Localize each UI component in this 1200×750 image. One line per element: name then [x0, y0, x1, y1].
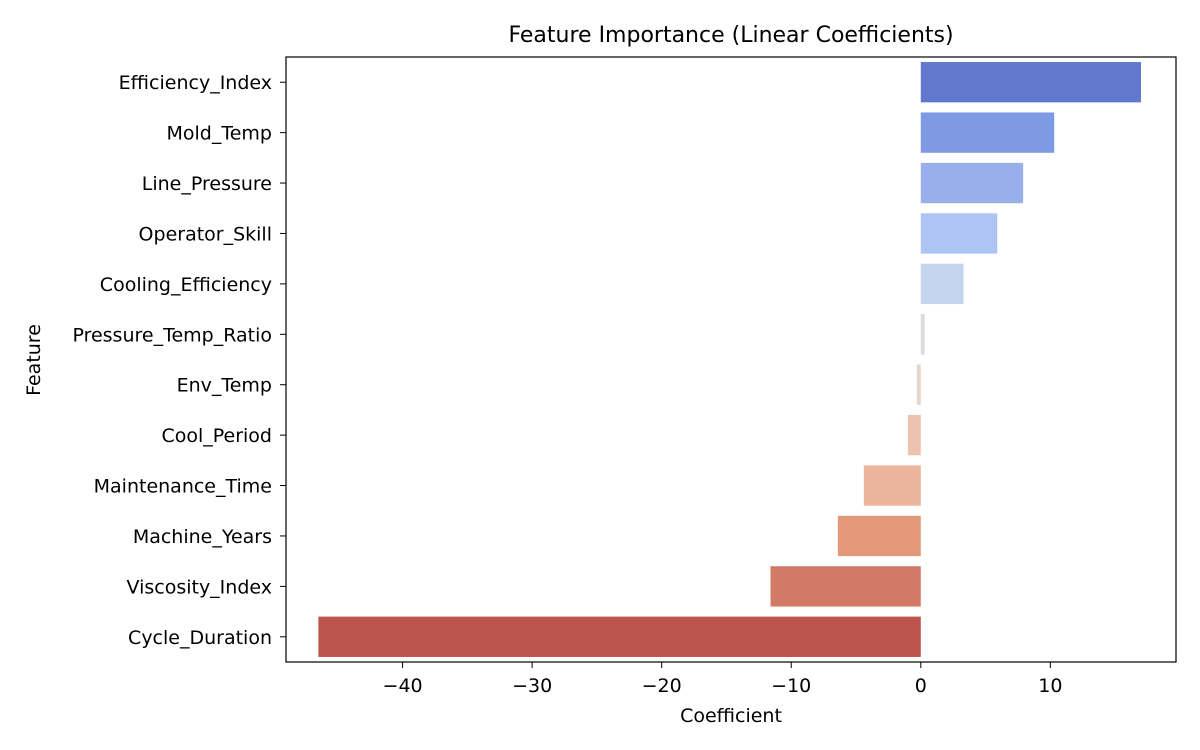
y-tick-label: Maintenance_Time — [94, 476, 272, 498]
bar-cooling-efficiency — [920, 263, 964, 305]
x-tick-label: 10 — [1038, 675, 1062, 697]
bar-machine-years — [837, 515, 921, 557]
bar-operator-skill — [920, 213, 998, 254]
bars-group — [318, 62, 1142, 657]
y-tick-label: Line_Pressure — [142, 173, 272, 195]
x-tick-label: −30 — [512, 675, 552, 697]
bar-mold-temp — [920, 112, 1055, 153]
y-tick-label: Viscosity_Index — [126, 576, 272, 598]
y-tick-label: Efficiency_Index — [119, 72, 272, 94]
y-tick-label: Cycle_Duration — [128, 627, 272, 649]
x-tick-label: −40 — [383, 675, 423, 697]
y-tick-label: Env_Temp — [177, 375, 272, 397]
plot-frame — [285, 56, 1177, 663]
y-tick-label: Machine_Years — [133, 526, 272, 548]
chart-title: Feature Importance (Linear Coefficients) — [508, 23, 953, 48]
y-tick-label: Mold_Temp — [167, 123, 273, 145]
x-axis-label: Coefficient — [680, 705, 782, 727]
bar-env-temp — [916, 364, 921, 405]
x-tick-label: −20 — [642, 675, 682, 697]
y-axis-label: Feature — [23, 324, 45, 396]
bar-cool-period — [907, 414, 921, 456]
x-tick-label: −10 — [771, 675, 811, 697]
bar-maintenance-time — [863, 465, 921, 506]
bar-cycle-duration — [318, 616, 921, 657]
bar-pressure-temp-ratio — [920, 314, 925, 355]
y-axis-ticks: Efficiency_Index Mold_Temp Line_Pressure Op… — [72, 72, 286, 649]
bar-viscosity-index — [770, 566, 921, 607]
y-tick-label: Operator_Skill — [139, 223, 272, 245]
y-tick-label: Cooling_Efficiency — [100, 274, 272, 296]
x-tick-label: 0 — [915, 675, 927, 697]
x-axis-ticks: −40 −30 −20 −10 0 10 — [383, 662, 1062, 697]
bar-efficiency-index — [920, 62, 1142, 103]
y-tick-label: Pressure_Temp_Ratio — [72, 324, 272, 346]
y-tick-label: Cool_Period — [161, 425, 272, 447]
bar-line-pressure — [920, 162, 1024, 204]
